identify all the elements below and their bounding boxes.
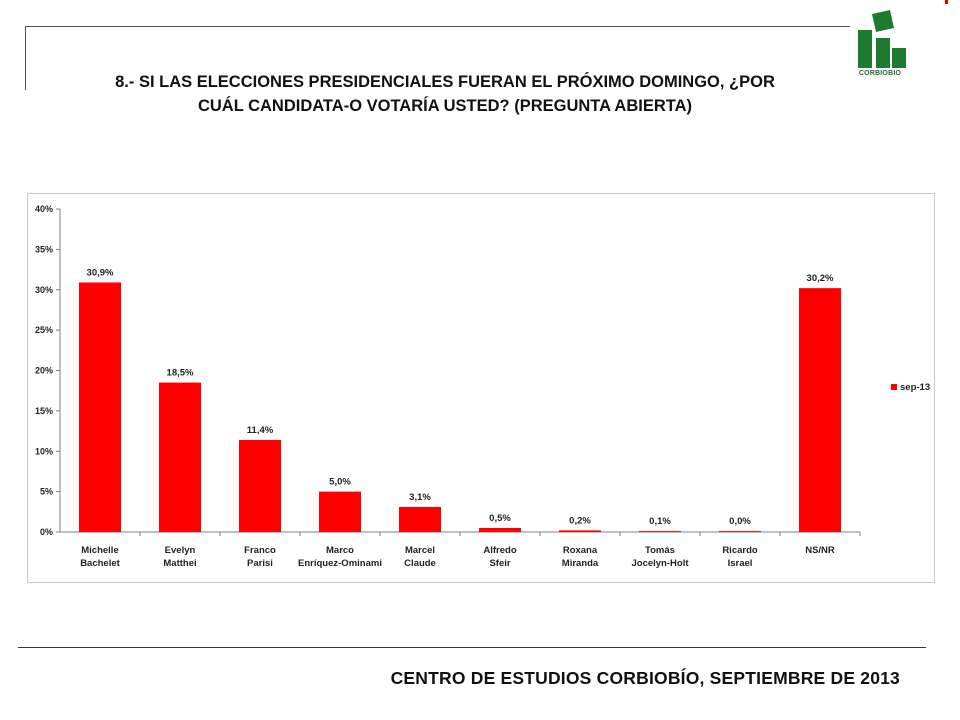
- bar: [719, 531, 761, 532]
- category-label: Bachelet: [80, 558, 120, 569]
- category-label: Ricardo: [722, 545, 758, 556]
- category-label: Tomás: [645, 545, 675, 556]
- data-label: 0,1%: [649, 516, 671, 527]
- frame-left-line: [25, 26, 26, 90]
- category-label: Michelle: [81, 545, 119, 556]
- corbiobio-logo-icon: [858, 10, 906, 68]
- slide-title: 8.- SI LAS ELECCIONES PRESIDENCIALES FUE…: [40, 70, 850, 118]
- data-label: 11,4%: [247, 425, 274, 436]
- y-tick-label: 35%: [35, 244, 53, 254]
- slide-title-line-1: 8.- SI LAS ELECCIONES PRESIDENCIALES FUE…: [115, 73, 775, 91]
- data-label: 0,0%: [729, 516, 751, 527]
- category-label: Alfredo: [483, 545, 516, 556]
- corner-mark: [945, 0, 948, 4]
- legend-label: sep-13: [900, 382, 930, 393]
- data-label: 30,2%: [807, 273, 834, 284]
- footer-text: CENTRO DE ESTUDIOS CORBIOBÍO, SEPTIEMBRE…: [390, 668, 900, 688]
- y-tick-label: 0%: [40, 527, 53, 537]
- bar: [79, 282, 121, 532]
- category-label: Miranda: [562, 558, 599, 569]
- bar: [559, 530, 601, 532]
- data-label: 3,1%: [409, 492, 431, 503]
- slide-title-line-2: CUÁL CANDIDATA-O VOTARÍA USTED? (PREGUNT…: [197, 97, 693, 115]
- category-label: NS/NR: [805, 545, 835, 556]
- footer-divider: [18, 647, 926, 648]
- data-label: 30,9%: [87, 267, 114, 278]
- bar: [479, 527, 521, 532]
- bar: [799, 288, 841, 532]
- category-label: Franco: [244, 545, 276, 556]
- bar: [319, 491, 361, 532]
- category-label: Roxana: [563, 545, 598, 556]
- y-tick-label: 20%: [35, 366, 53, 376]
- category-label: Sfeir: [489, 558, 510, 569]
- bar: [159, 382, 201, 532]
- category-label: Claude: [404, 558, 436, 569]
- category-label: Enríquez-Ominami: [298, 558, 382, 569]
- data-label: 5,0%: [329, 477, 351, 488]
- y-tick-label: 40%: [35, 204, 53, 214]
- category-label: Israel: [728, 558, 753, 569]
- y-tick-label: 5%: [40, 487, 53, 497]
- bar: [639, 531, 681, 532]
- frame-top-line: [25, 26, 850, 27]
- bar-chart: 0% 5% 10% 15% 20% 25% 30% 35% 40% 30,9% Michelle Ba…: [35, 204, 930, 569]
- y-tick-label: 30%: [35, 285, 53, 295]
- category-label: Jocelyn-Holt: [631, 558, 689, 569]
- category-label: Parisi: [247, 558, 273, 569]
- y-tick-label: 10%: [35, 446, 53, 456]
- data-label: 0,5%: [489, 513, 511, 524]
- data-label: 0,2%: [569, 515, 591, 526]
- legend-swatch: [891, 384, 897, 390]
- y-tick-label: 15%: [35, 406, 53, 416]
- category-label: Marco: [326, 545, 354, 556]
- data-label: 18,5%: [167, 368, 194, 379]
- bar: [399, 506, 441, 532]
- category-label: Evelyn: [165, 545, 196, 556]
- category-label: Marcel: [405, 545, 435, 556]
- chart-container: 0% 5% 10% 15% 20% 25% 30% 35% 40% 30,9% Michelle Ba…: [27, 193, 935, 583]
- y-tick-label: 25%: [35, 325, 53, 335]
- bar: [239, 439, 281, 532]
- logo-text: CORBIOBIO: [858, 70, 902, 77]
- category-label: Matthei: [163, 558, 196, 569]
